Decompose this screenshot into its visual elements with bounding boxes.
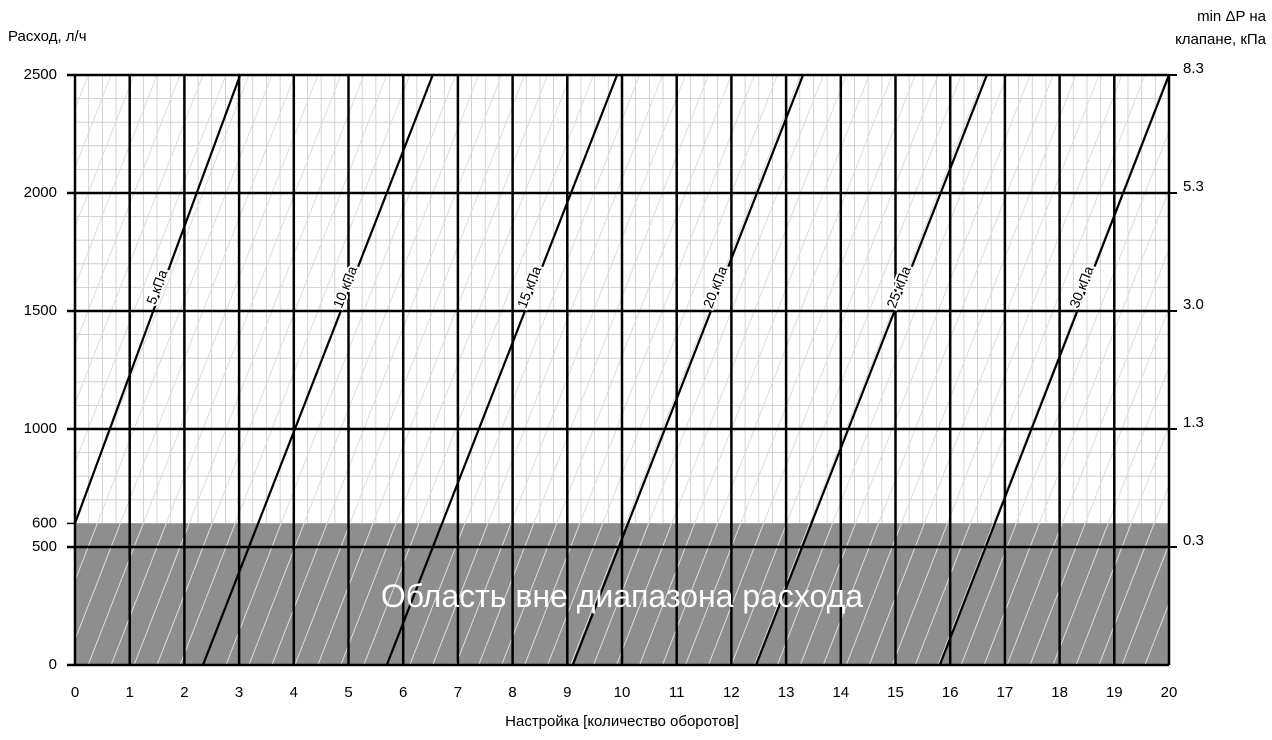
y-axis-label: Расход, л/ч — [8, 28, 87, 45]
guide-line — [75, 75, 181, 347]
y2-tick-label: 3.0 — [1183, 296, 1204, 313]
guide-line — [340, 75, 572, 665]
x-tick-label: 2 — [180, 684, 188, 701]
guide-line — [478, 75, 709, 665]
guide-line — [1167, 660, 1169, 665]
guide-line — [75, 75, 158, 288]
guide-line — [845, 75, 1077, 665]
x-tick-label: 20 — [1161, 684, 1178, 701]
y2-tick-label: 1.3 — [1183, 414, 1204, 431]
guide-line — [75, 75, 135, 229]
x-tick-label: 0 — [71, 684, 79, 701]
x-tick-label: 7 — [454, 684, 462, 701]
guide-line — [0, 75, 19, 665]
guide-line — [983, 188, 1169, 665]
x-tick-label: 12 — [723, 684, 740, 701]
x-tick-label: 8 — [508, 684, 516, 701]
guide-line — [1029, 306, 1169, 665]
guide-line — [684, 75, 916, 665]
y-tick-label: 1500 — [24, 302, 57, 319]
series-line — [75, 75, 242, 524]
y2-axis-label: min ΔP на — [1197, 8, 1267, 25]
guide-line — [1214, 75, 1272, 665]
guide-line — [1237, 75, 1272, 665]
x-tick-label: 3 — [235, 684, 243, 701]
guide-line — [662, 75, 893, 665]
guide-line — [75, 75, 227, 465]
y-tick-label: 600 — [32, 514, 57, 531]
y2-tick-label: 5.3 — [1183, 178, 1204, 195]
series-line — [201, 75, 434, 665]
guide-line — [248, 75, 480, 665]
guide-line — [501, 75, 732, 665]
guide-line — [822, 75, 1054, 665]
x-tick-label: 6 — [399, 684, 407, 701]
guide-line — [730, 75, 962, 665]
y2-tick-label: 8.3 — [1183, 60, 1204, 77]
x-tick-label: 15 — [887, 684, 904, 701]
guide-line — [524, 75, 755, 665]
series-line — [571, 75, 805, 665]
guide-line — [317, 75, 549, 665]
y2-axis-label: клапане, кПа — [1175, 31, 1267, 48]
guide-line — [1260, 75, 1272, 665]
guide-line — [75, 75, 204, 406]
guide-line — [75, 75, 250, 524]
x-tick-label: 19 — [1106, 684, 1123, 701]
x-tick-label: 4 — [290, 684, 298, 701]
guide-line — [75, 75, 296, 642]
x-tick-label: 13 — [778, 684, 795, 701]
y-tick-label: 2500 — [24, 66, 57, 83]
guide-line — [0, 75, 42, 665]
y-tick-label: 1000 — [24, 420, 57, 437]
x-tick-label: 11 — [669, 684, 685, 701]
y2-tick-label: 0.3 — [1183, 532, 1204, 549]
x-tick-label: 1 — [126, 684, 134, 701]
guide-line — [753, 75, 985, 665]
guide-line — [432, 75, 663, 665]
guide-line — [960, 129, 1169, 665]
x-tick-label: 5 — [344, 684, 352, 701]
x-tick-label: 17 — [997, 684, 1014, 701]
guide-line — [225, 75, 457, 665]
guide-line — [1191, 75, 1272, 665]
guide-line — [75, 75, 273, 583]
guide-line — [914, 75, 1146, 665]
guide-line — [570, 75, 801, 665]
guide-line — [707, 75, 939, 665]
guide-line — [110, 75, 342, 665]
guide-line — [799, 75, 1031, 665]
x-tick-label: 16 — [942, 684, 959, 701]
series-label: 30 кПа — [1066, 264, 1097, 310]
guide-line — [271, 75, 503, 665]
x-tick-label: 18 — [1051, 684, 1068, 701]
guide-line — [455, 75, 686, 665]
guide-line — [937, 75, 1169, 665]
x-tick-label: 10 — [614, 684, 631, 701]
guide-line — [1006, 247, 1169, 665]
guide-line — [133, 75, 365, 665]
guide-line — [1121, 542, 1169, 665]
y-tick-label: 2000 — [24, 184, 57, 201]
y-tick-label: 0 — [49, 656, 57, 673]
excluded-region-label: Область вне диапазона расхода — [381, 578, 863, 614]
guide-line — [409, 75, 640, 665]
guide-line — [776, 75, 1008, 665]
x-tick-label: 14 — [832, 684, 849, 701]
guide-line — [87, 75, 319, 665]
guide-line — [891, 75, 1123, 665]
series-line — [385, 75, 619, 665]
series-line — [754, 75, 988, 665]
guide-line — [294, 75, 526, 665]
x-tick-label: 9 — [563, 684, 571, 701]
x-axis-label: Настройка [количество оборотов] — [505, 713, 739, 730]
guide-line — [547, 75, 778, 665]
guide-line — [1098, 483, 1169, 665]
series-line — [938, 75, 1169, 665]
plot-area — [0, 75, 1272, 665]
guide-line — [0, 75, 65, 665]
y-tick-label: 500 — [32, 538, 57, 555]
